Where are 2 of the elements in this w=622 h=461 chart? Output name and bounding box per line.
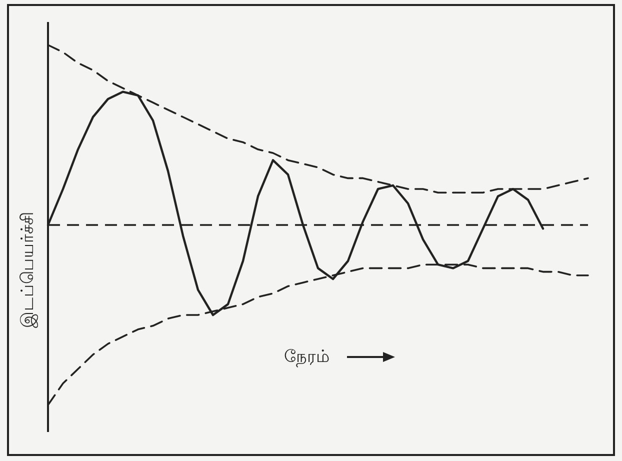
x-axis-title: நேரம் [284, 347, 330, 367]
y-axis-title: இடப்பெயர்ச்சி [18, 212, 38, 328]
